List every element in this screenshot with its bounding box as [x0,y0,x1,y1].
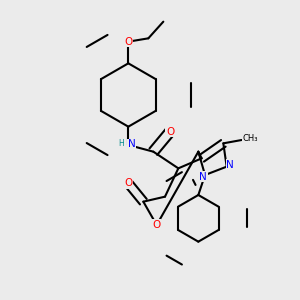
Text: H: H [118,139,124,148]
Text: CH₃: CH₃ [242,134,258,143]
Text: N: N [226,160,234,170]
Text: N: N [200,172,207,182]
Text: O: O [152,220,161,230]
Text: O: O [124,37,133,47]
Text: O: O [166,127,174,137]
Text: O: O [124,178,133,188]
Text: N: N [128,139,136,149]
